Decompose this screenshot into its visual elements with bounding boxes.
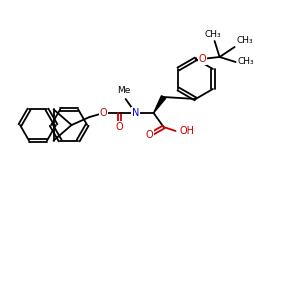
Text: O: O [116, 122, 123, 132]
Polygon shape [154, 96, 166, 113]
Text: O: O [146, 130, 153, 140]
Text: CH₃: CH₃ [204, 30, 221, 39]
Text: CH₃: CH₃ [238, 58, 254, 67]
Text: CH₃: CH₃ [237, 36, 253, 45]
Text: O: O [100, 108, 107, 118]
Text: Me: Me [117, 86, 130, 95]
Text: O: O [199, 54, 206, 64]
Text: OH: OH [180, 126, 195, 136]
Text: N: N [132, 108, 139, 118]
